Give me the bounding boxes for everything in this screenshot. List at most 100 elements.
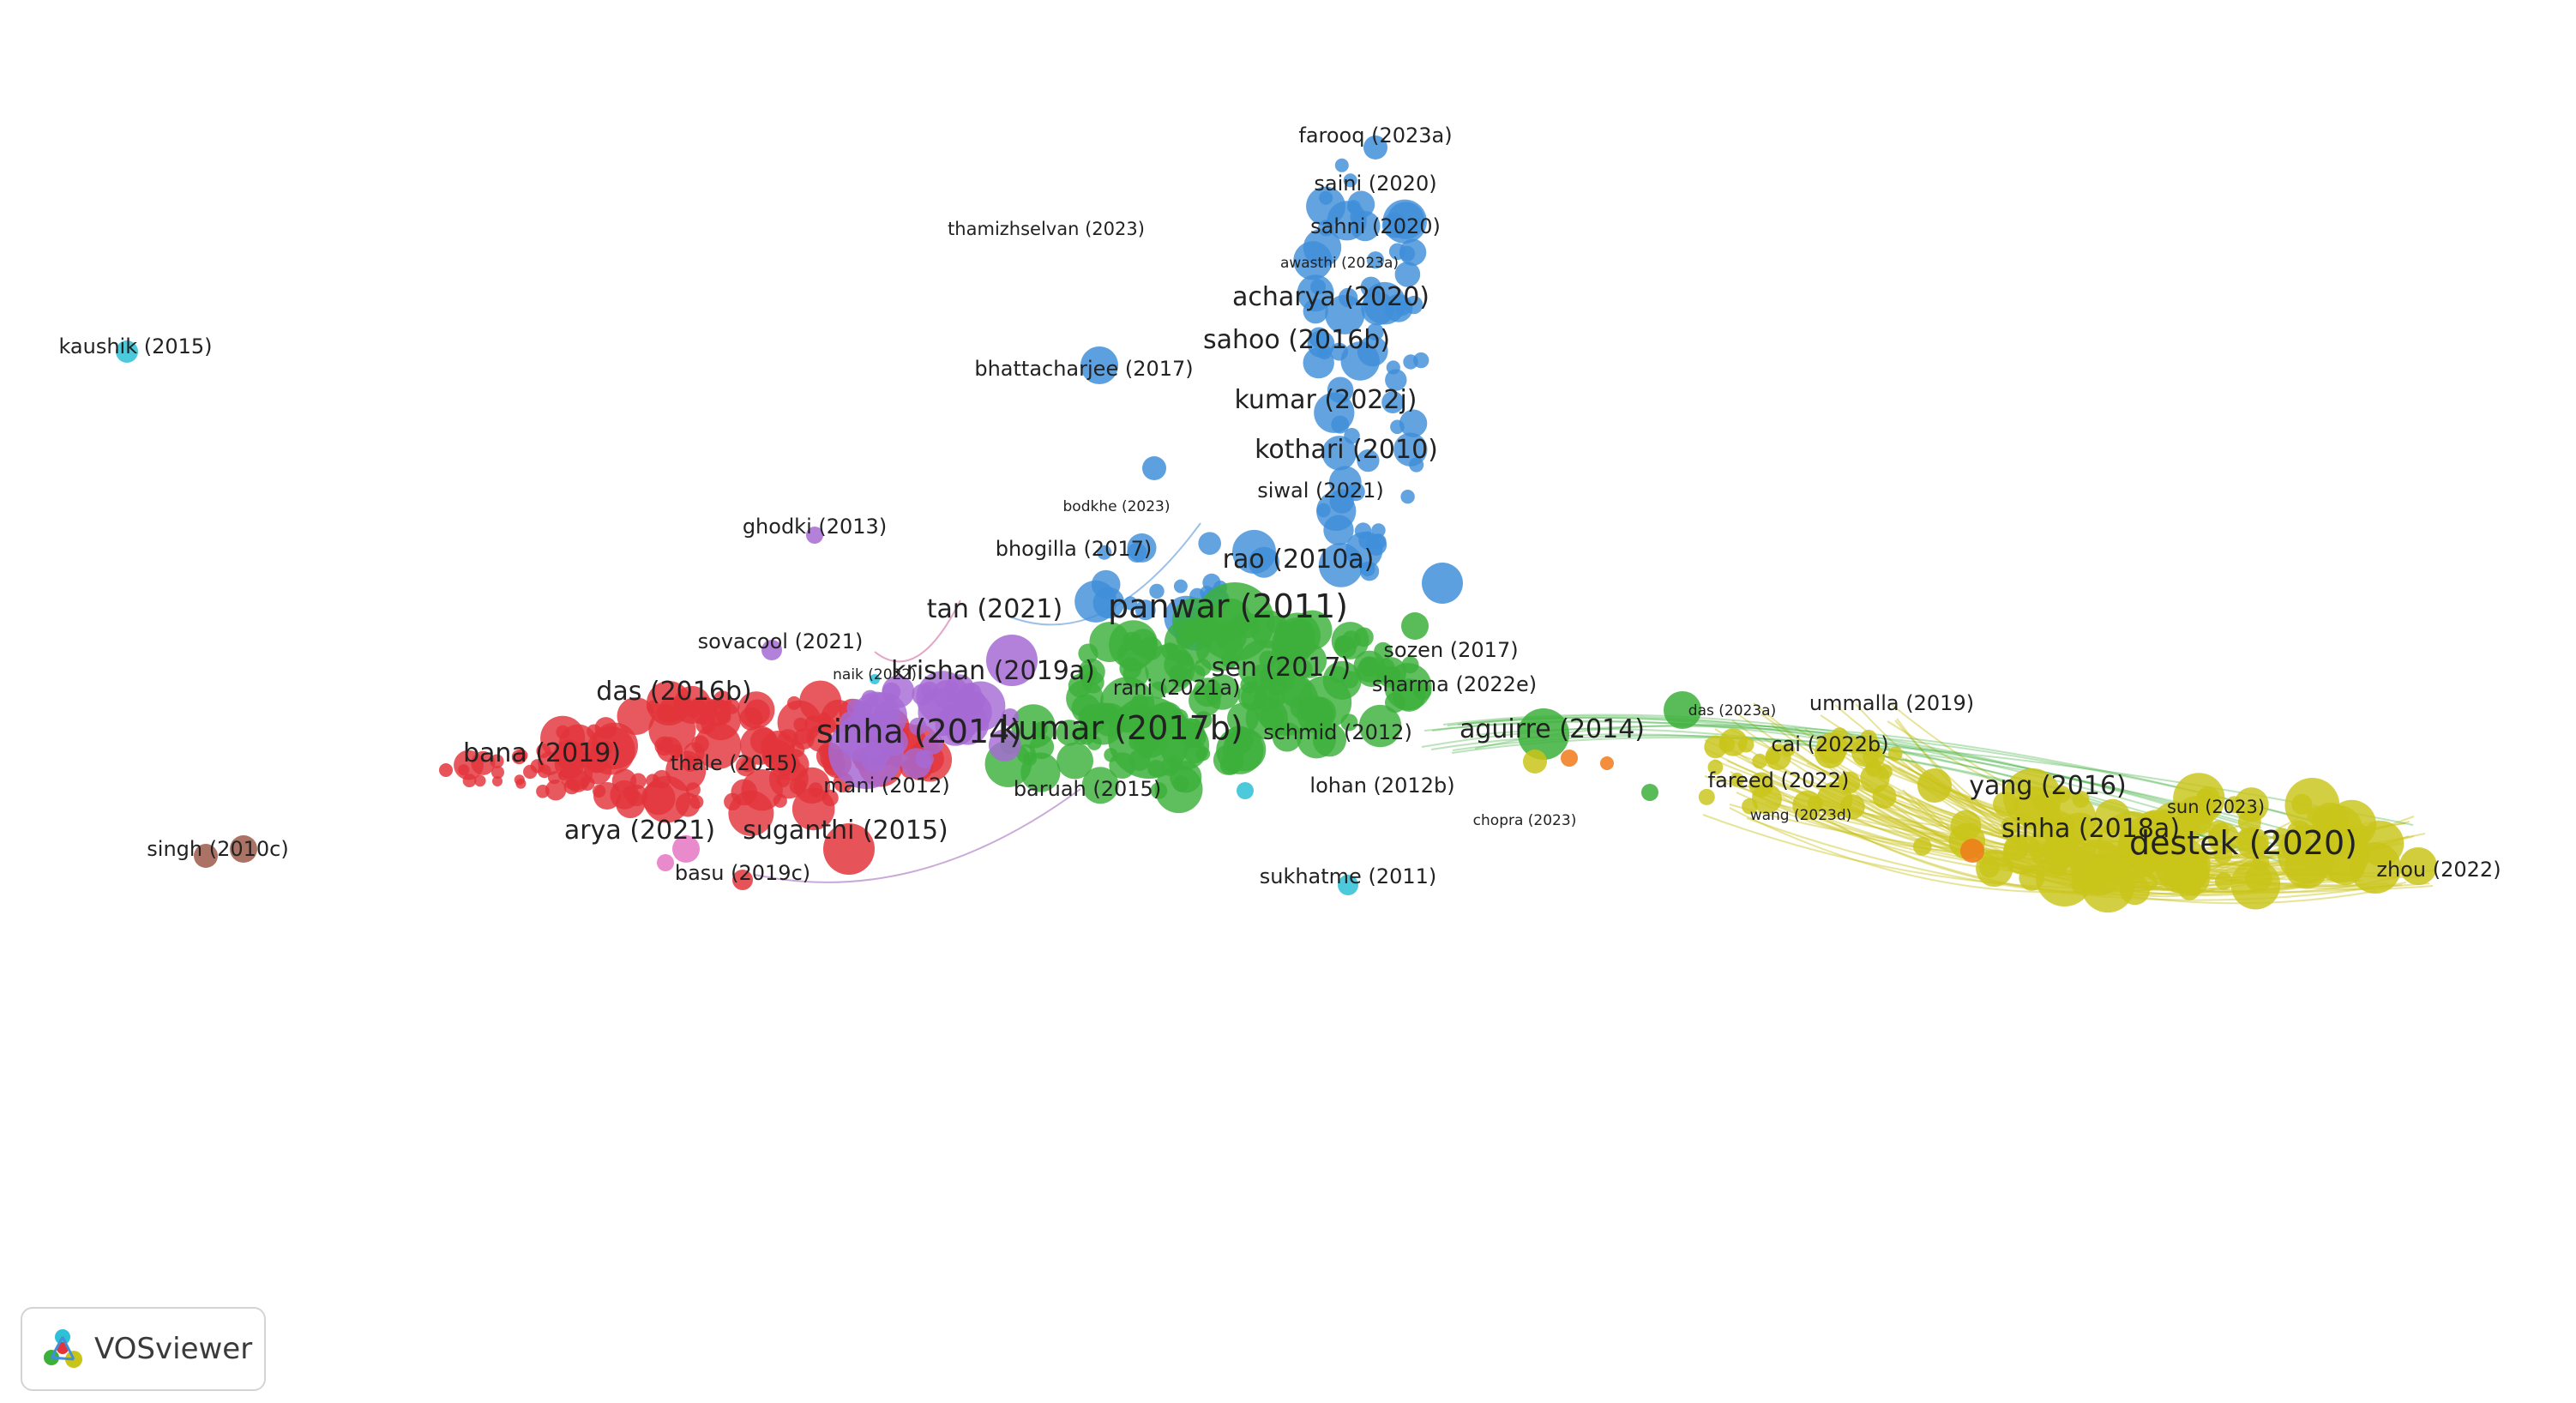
blue-node[interactable] xyxy=(1091,569,1121,599)
green-node[interactable] xyxy=(1154,765,1203,814)
node-label[interactable]: rani (2021a) xyxy=(1113,676,1241,700)
blue-node[interactable] xyxy=(1403,354,1418,370)
yellow-node[interactable] xyxy=(2399,847,2437,885)
node-label[interactable]: thamizhselvan (2023) xyxy=(948,219,1145,239)
purple-node[interactable] xyxy=(932,680,961,709)
yellow-node[interactable] xyxy=(2214,872,2233,890)
pink-node[interactable] xyxy=(657,854,674,871)
blue-node[interactable] xyxy=(1316,503,1331,518)
pink-node[interactable] xyxy=(672,835,700,863)
purple-node[interactable] xyxy=(900,748,932,779)
node-label[interactable]: mani (2012) xyxy=(823,774,949,798)
green-node[interactable] xyxy=(1227,702,1259,735)
node-label[interactable]: farooq (2023a) xyxy=(1298,123,1452,148)
node-label[interactable]: lohan (2012b) xyxy=(1309,774,1454,798)
yellow-node[interactable] xyxy=(1815,738,1845,768)
blue-node[interactable] xyxy=(1328,466,1362,499)
green-node[interactable] xyxy=(1518,708,1569,760)
red-node[interactable] xyxy=(554,740,581,768)
blue-node[interactable] xyxy=(1399,238,1427,266)
yellow-node[interactable] xyxy=(2003,768,2061,827)
node-label[interactable]: acharya (2020) xyxy=(1232,282,1429,312)
green-node[interactable] xyxy=(1032,722,1047,738)
green-node[interactable] xyxy=(1169,665,1188,683)
brown-node[interactable] xyxy=(194,844,218,868)
red-node[interactable] xyxy=(580,775,595,792)
blue-node[interactable] xyxy=(1142,456,1166,480)
node-label[interactable]: aguirre (2014) xyxy=(1460,714,1645,744)
yellow-node[interactable] xyxy=(1752,753,1767,769)
node-label[interactable]: das (2023a) xyxy=(1688,702,1776,720)
node-label[interactable]: schmid (2012) xyxy=(1263,720,1412,744)
red-node[interactable] xyxy=(806,726,833,752)
blue-node[interactable] xyxy=(1149,583,1165,599)
green-node[interactable] xyxy=(1322,660,1362,700)
node-label[interactable]: rao (2010a) xyxy=(1223,545,1375,575)
red-node[interactable] xyxy=(439,763,453,777)
node-label[interactable]: arya (2021) xyxy=(564,816,715,846)
green-node[interactable] xyxy=(1176,629,1195,649)
node-label[interactable]: siwal (2021) xyxy=(1257,479,1384,503)
green-node[interactable] xyxy=(1081,767,1119,804)
yellow-node[interactable] xyxy=(1807,795,1823,811)
green-node[interactable] xyxy=(1213,744,1244,775)
red-node[interactable] xyxy=(823,823,875,875)
yellow-node[interactable] xyxy=(1523,750,1547,774)
green-node[interactable] xyxy=(1074,729,1089,745)
red-node[interactable] xyxy=(789,742,805,757)
red-node[interactable] xyxy=(768,759,809,799)
node-label[interactable]: singh (2010c) xyxy=(147,837,288,861)
yellow-node[interactable] xyxy=(1863,745,1886,768)
node-label[interactable]: kothari (2010) xyxy=(1255,435,1438,465)
blue-node[interactable] xyxy=(1357,449,1380,473)
red-node[interactable] xyxy=(716,709,731,725)
yellow-node[interactable] xyxy=(1707,759,1724,775)
orange-node[interactable] xyxy=(1561,750,1578,767)
green-node[interactable] xyxy=(1195,746,1211,762)
red-node[interactable] xyxy=(599,741,613,756)
red-node[interactable] xyxy=(537,764,551,779)
node-label[interactable]: chopra (2023) xyxy=(1473,812,1577,829)
node-label[interactable]: bodkhe (2023) xyxy=(1063,498,1171,515)
green-node[interactable] xyxy=(1020,752,1061,792)
yellow-node[interactable] xyxy=(2098,811,2166,880)
node-label[interactable]: sahoo (2016b) xyxy=(1203,325,1390,355)
yellow-node[interactable] xyxy=(2248,834,2268,855)
red-node[interactable] xyxy=(514,774,525,786)
node-label[interactable]: bana (2019) xyxy=(463,738,621,768)
node-label[interactable]: wang (2023d) xyxy=(1750,807,1852,824)
green-node[interactable] xyxy=(1392,678,1426,712)
blue-node[interactable] xyxy=(1385,369,1407,391)
blue-node[interactable] xyxy=(1366,251,1385,269)
green-node[interactable] xyxy=(1079,664,1098,683)
node-label[interactable]: sukhatme (2011) xyxy=(1260,864,1437,888)
green-node[interactable] xyxy=(1078,704,1107,733)
red-node[interactable] xyxy=(732,870,753,890)
blue-node[interactable] xyxy=(1198,532,1221,555)
blue-node[interactable] xyxy=(1422,563,1463,604)
red-node[interactable] xyxy=(647,681,691,726)
green-node[interactable] xyxy=(1259,650,1277,668)
yellow-node[interactable] xyxy=(2278,825,2336,883)
red-node[interactable] xyxy=(808,782,823,798)
blue-node[interactable] xyxy=(1382,199,1427,244)
node-label[interactable]: sinha (2014) xyxy=(816,713,1022,750)
green-node[interactable] xyxy=(1029,734,1055,760)
red-node[interactable] xyxy=(536,785,550,798)
node-label[interactable]: ghodki (2013) xyxy=(743,515,887,539)
blue-node[interactable] xyxy=(1363,281,1406,325)
yellow-node[interactable] xyxy=(1860,729,1878,747)
orange-node[interactable] xyxy=(1600,756,1614,770)
node-label[interactable]: basu (2019c) xyxy=(675,861,810,885)
red-node[interactable] xyxy=(492,776,503,786)
red-node[interactable] xyxy=(683,742,705,764)
yellow-node[interactable] xyxy=(2213,845,2233,864)
red-node[interactable] xyxy=(587,752,608,773)
blue-node[interactable] xyxy=(1327,376,1354,404)
red-node[interactable] xyxy=(545,780,567,801)
green-node[interactable] xyxy=(1353,650,1386,683)
red-node[interactable] xyxy=(490,754,504,768)
green-node[interactable] xyxy=(1664,691,1701,729)
yellow-node[interactable] xyxy=(1917,768,1952,803)
yellow-node[interactable] xyxy=(2207,822,2240,854)
